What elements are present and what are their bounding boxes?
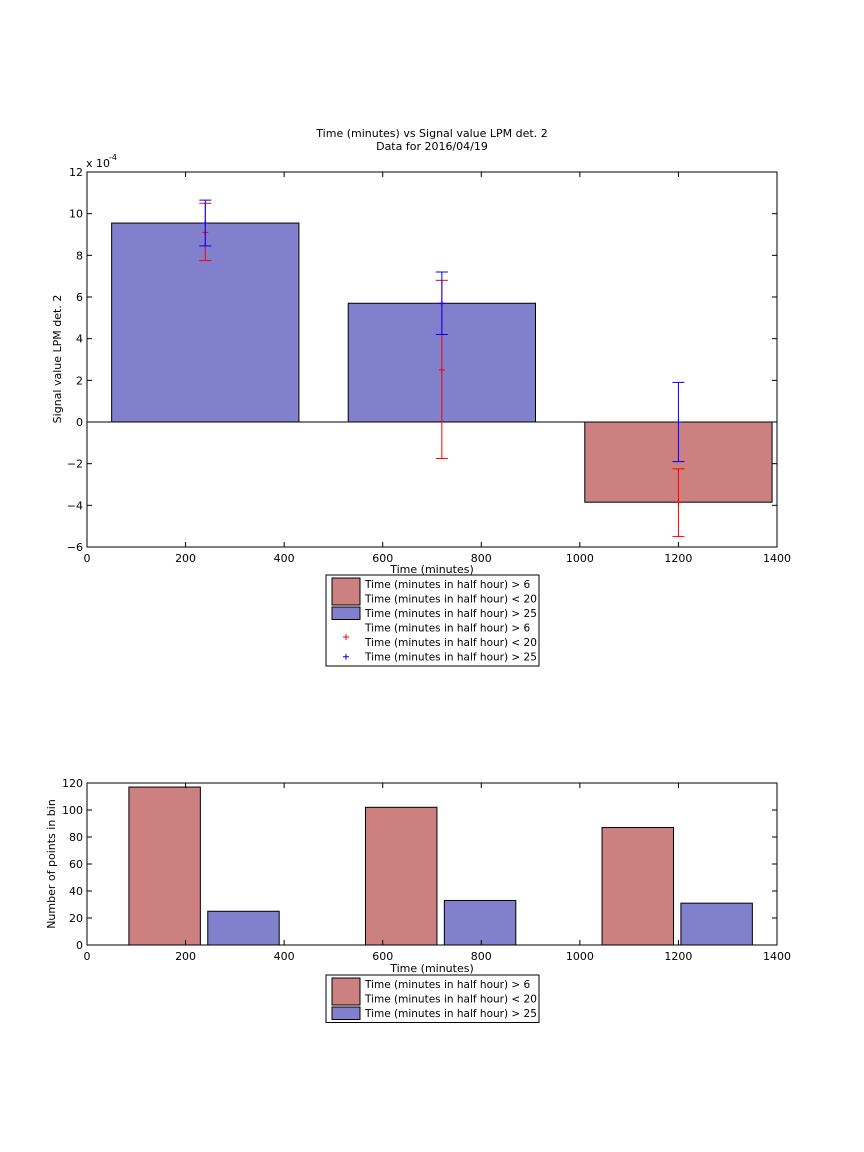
y-tick-label: −2	[67, 458, 83, 471]
bar	[364, 806, 438, 946]
x-tick-label: 600	[372, 950, 393, 963]
legend-label: Time (minutes in half hour) > 25	[364, 608, 537, 620]
x-tick-label: 1000	[566, 552, 594, 565]
bar	[680, 902, 753, 946]
y-tick-label: 20	[69, 912, 83, 925]
y-tick-label: 80	[69, 831, 83, 844]
count-chart: 0 200 400 600 800 1000 1200 1400 12010080604020…	[45, 777, 791, 1023]
errorbar	[672, 381, 685, 463]
legend-label: Time (minutes in half hour) > 25	[364, 1008, 537, 1020]
bar	[128, 786, 201, 946]
y-tick-label: 0	[76, 939, 83, 952]
x-tick-label: 200	[175, 950, 196, 963]
y-tick-label: 60	[69, 858, 83, 871]
legend-label: Time (minutes in half hour) < 20	[364, 594, 537, 606]
count-chart-y-ticks: 120 100 80 60 40 20 0	[62, 777, 777, 952]
legend-item: Time (minutes in half hour) > 25	[331, 1006, 537, 1020]
y-tick-label: 12	[69, 166, 83, 179]
x-tick-label: 800	[471, 950, 492, 963]
count-chart-y-axis-label: Number of points in bin	[45, 799, 58, 929]
x-tick-label: 1000	[566, 950, 594, 963]
signal-chart-x-ticks: 0 200 400 600 800 1000 1200 1400	[84, 172, 791, 565]
signal-chart-y-axis-label: Signal value LPM det. 2	[51, 295, 64, 424]
signal-chart-subtitle: Data for 2016/04/19	[376, 140, 488, 153]
y-tick-label: 6	[76, 291, 83, 304]
signal-chart-errorbars	[199, 199, 685, 538]
legend-item: Time (minutes in half hour) > 6 Time (min…	[331, 977, 537, 1006]
count-chart-bars	[128, 786, 753, 946]
count-chart-x-axis-label: Time (minutes)	[389, 962, 474, 975]
y-tick-label: 40	[69, 885, 83, 898]
y-tick-label: 100	[62, 804, 83, 817]
legend-item: Time (minutes in half hour) > 6 Time (min…	[331, 577, 537, 606]
legend-box	[325, 574, 540, 667]
legend-item: Time (minutes in half hour) > 25	[343, 652, 537, 664]
count-chart-x-ticks: 0 200 400 600 800 1000 1200 1400	[84, 783, 791, 963]
legend-label: Time (minutes in half hour) > 6	[364, 579, 531, 591]
legend-swatch	[331, 606, 361, 620]
count-chart-legend: Time (minutes in half hour) > 6 Time (min…	[325, 974, 540, 1023]
y-tick-label: 4	[76, 333, 83, 346]
y-tick-label: 120	[62, 777, 83, 790]
legend-item: Time (minutes in half hour) > 6 Time (min…	[343, 623, 537, 649]
signal-chart-bars	[87, 222, 777, 503]
x-tick-label: 1200	[664, 552, 692, 565]
y-tick-label: 10	[69, 208, 83, 221]
legend-label: Time (minutes in half hour) > 6	[364, 623, 531, 635]
x-tick-label: 600	[372, 552, 393, 565]
legend-label: Time (minutes in half hour) > 25	[364, 652, 537, 664]
signal-chart-legend: Time (minutes in half hour) > 6 Time (min…	[325, 574, 540, 667]
y-tick-label: 8	[76, 249, 83, 262]
bar	[207, 910, 280, 946]
x-tick-label: 800	[471, 552, 492, 565]
signal-chart-y-exponent-power: -4	[109, 153, 117, 162]
legend-label: Time (minutes in half hour) < 20	[364, 994, 537, 1006]
legend-box	[325, 974, 540, 1023]
legend-swatch	[331, 577, 361, 606]
signal-chart-y-exponent-base: x 10	[86, 157, 110, 170]
y-tick-label: −4	[67, 499, 83, 512]
errorbar	[435, 271, 448, 335]
bar	[443, 899, 517, 946]
x-tick-label: 1400	[763, 950, 791, 963]
x-tick-label: 1200	[664, 950, 692, 963]
x-tick-label: 400	[274, 950, 295, 963]
bar	[601, 827, 674, 946]
legend-swatch	[331, 1006, 361, 1020]
legend-label: Time (minutes in half hour) < 20	[364, 637, 537, 649]
signal-chart-x-axis-label: Time (minutes)	[389, 563, 474, 576]
x-tick-label: 0	[84, 950, 91, 963]
legend-swatch	[331, 977, 361, 1006]
signal-chart: Time (minutes) vs Signal value LPM det. …	[51, 127, 791, 667]
x-tick-label: 200	[175, 552, 196, 565]
errorbar	[672, 468, 685, 538]
y-tick-label: 0	[76, 416, 83, 429]
x-tick-label: 1400	[763, 552, 791, 565]
legend-item: Time (minutes in half hour) > 25	[331, 606, 537, 620]
signal-chart-y-ticks: 12 10 8 6 4 2 0 −2 −4 −6	[67, 166, 777, 554]
signal-chart-title: Time (minutes) vs Signal value LPM det. …	[315, 127, 547, 140]
y-tick-label: 2	[76, 374, 83, 387]
y-tick-label: −6	[67, 541, 83, 554]
signal-chart-axes-box	[86, 171, 778, 548]
x-tick-label: 400	[274, 552, 295, 565]
x-tick-label: 0	[84, 552, 91, 565]
errorbar	[199, 199, 212, 247]
legend-label: Time (minutes in half hour) > 6	[364, 979, 531, 991]
